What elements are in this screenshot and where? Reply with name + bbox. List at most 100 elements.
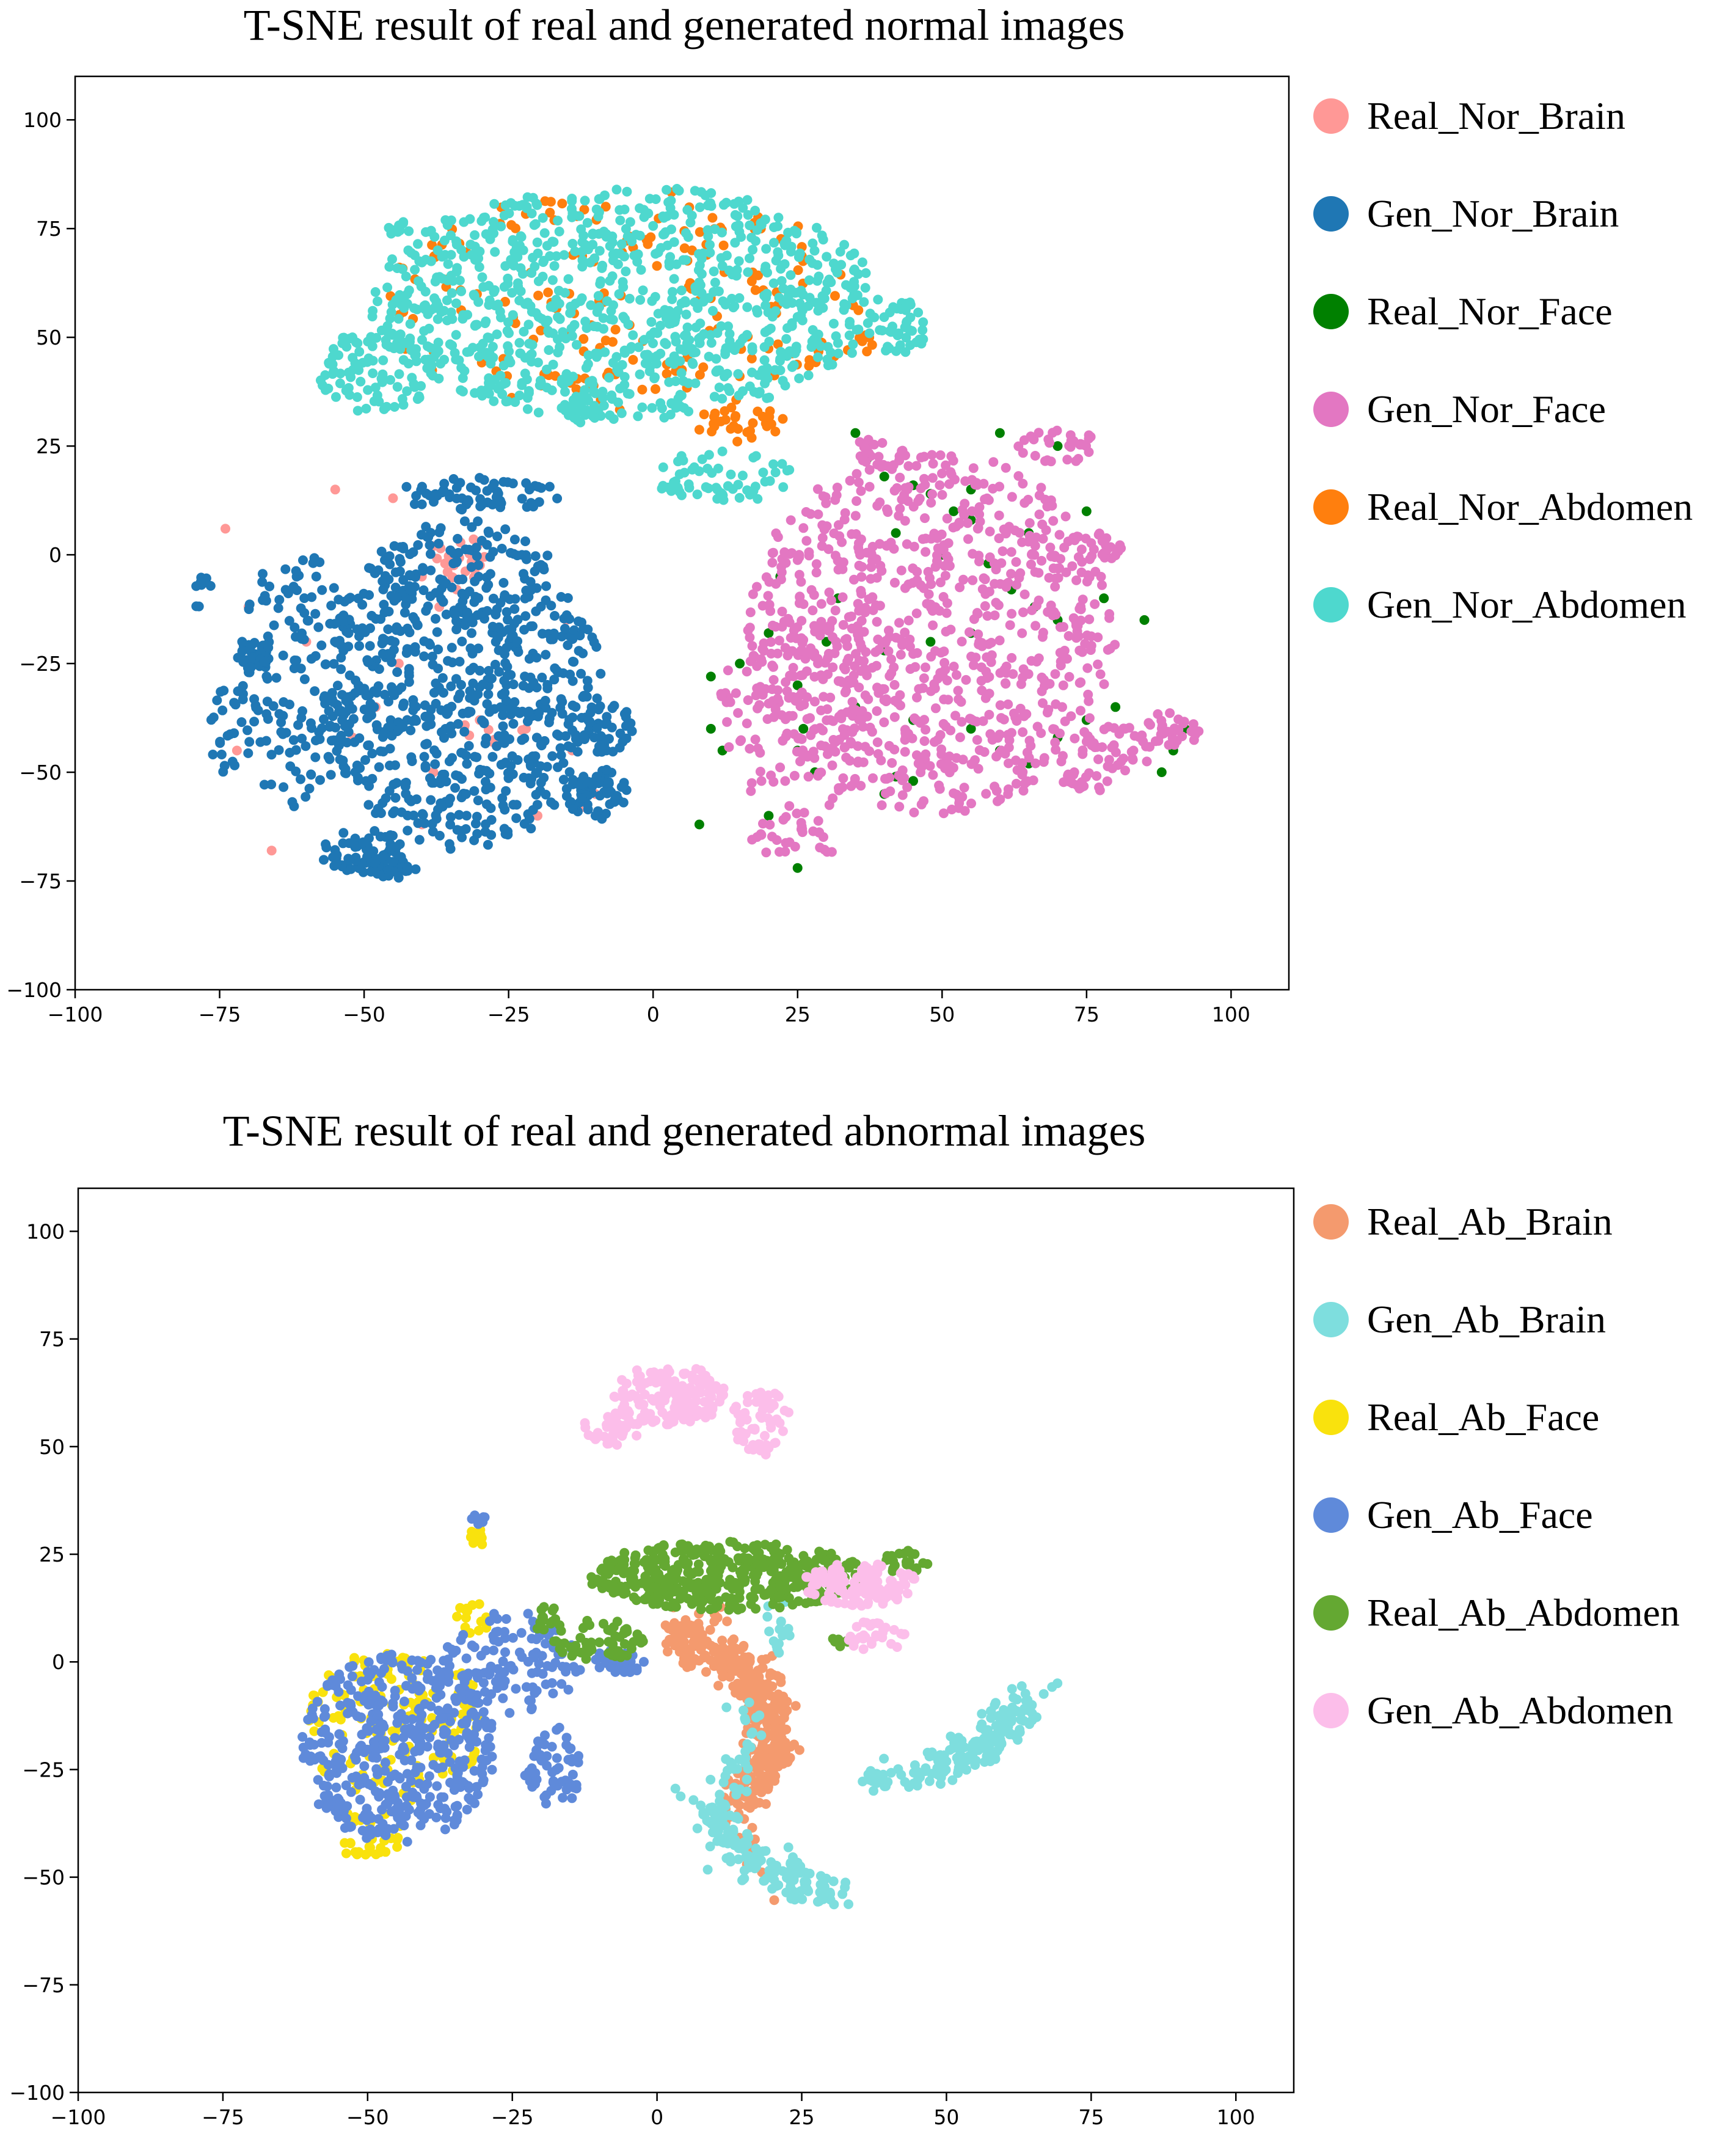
data-point bbox=[380, 1758, 390, 1768]
data-point bbox=[469, 662, 479, 673]
data-point bbox=[437, 727, 447, 737]
data-point bbox=[503, 317, 513, 327]
data-point bbox=[662, 368, 672, 379]
data-point bbox=[417, 335, 427, 345]
data-point bbox=[443, 259, 453, 269]
data-point bbox=[690, 378, 701, 389]
data-point bbox=[840, 687, 850, 698]
data-point bbox=[340, 768, 350, 778]
data-point bbox=[385, 375, 395, 385]
data-point bbox=[625, 217, 635, 227]
data-point bbox=[947, 1775, 958, 1785]
data-point bbox=[308, 558, 318, 568]
data-point bbox=[717, 1666, 727, 1676]
data-point bbox=[395, 554, 405, 564]
data-point bbox=[323, 384, 334, 393]
data-point bbox=[640, 350, 650, 360]
data-point bbox=[758, 467, 768, 478]
data-point bbox=[417, 481, 427, 492]
data-point bbox=[422, 363, 432, 373]
data-point bbox=[959, 783, 969, 793]
data-point bbox=[648, 338, 658, 348]
data-point bbox=[326, 692, 336, 703]
data-point bbox=[573, 616, 583, 626]
data-point bbox=[543, 326, 553, 336]
data-point bbox=[889, 712, 900, 722]
data-point bbox=[710, 277, 720, 288]
data-point bbox=[596, 668, 606, 679]
data-point bbox=[431, 613, 440, 624]
data-point bbox=[289, 801, 299, 811]
data-point bbox=[1092, 771, 1102, 781]
series-Gen_Ab_Face bbox=[297, 1510, 649, 1847]
data-point bbox=[520, 536, 530, 546]
data-point bbox=[758, 1681, 768, 1692]
data-point bbox=[770, 704, 781, 715]
data-point bbox=[481, 819, 491, 830]
data-point bbox=[481, 766, 492, 776]
data-point bbox=[692, 1823, 702, 1833]
data-point bbox=[933, 734, 943, 745]
data-point bbox=[699, 409, 709, 420]
data-point bbox=[545, 302, 556, 312]
data-point bbox=[999, 1718, 1010, 1728]
data-point bbox=[547, 751, 558, 761]
data-point bbox=[958, 755, 968, 765]
data-point bbox=[750, 205, 760, 216]
data-point bbox=[796, 633, 806, 643]
legend-marker bbox=[1313, 489, 1349, 525]
data-point bbox=[1018, 786, 1029, 796]
data-point bbox=[367, 610, 377, 621]
data-point bbox=[563, 719, 574, 729]
data-point bbox=[525, 778, 536, 789]
data-point bbox=[647, 403, 657, 413]
data-point bbox=[1082, 663, 1093, 673]
data-point bbox=[809, 246, 820, 256]
data-point bbox=[777, 459, 787, 469]
data-point bbox=[759, 646, 769, 656]
data-point bbox=[754, 1768, 765, 1778]
data-point bbox=[782, 1757, 793, 1767]
data-point bbox=[608, 255, 618, 266]
data-point bbox=[293, 720, 304, 730]
data-point bbox=[685, 217, 696, 228]
data-point bbox=[801, 1884, 812, 1893]
data-point bbox=[911, 461, 922, 471]
data-point bbox=[812, 222, 822, 233]
data-point bbox=[508, 800, 519, 810]
data-point bbox=[364, 781, 374, 791]
data-point bbox=[1003, 699, 1013, 709]
data-point bbox=[847, 727, 858, 737]
data-point bbox=[935, 450, 946, 461]
data-point bbox=[716, 253, 726, 263]
data-point bbox=[447, 582, 457, 593]
data-point bbox=[850, 773, 860, 784]
data-point bbox=[467, 628, 476, 638]
data-point bbox=[782, 651, 793, 660]
data-point bbox=[785, 670, 795, 681]
data-point bbox=[707, 1802, 718, 1813]
data-point bbox=[418, 585, 429, 596]
data-point bbox=[354, 346, 365, 357]
data-point bbox=[399, 698, 409, 709]
data-point bbox=[1030, 621, 1041, 631]
data-point bbox=[486, 381, 496, 391]
data-point bbox=[912, 648, 922, 658]
data-point bbox=[652, 261, 662, 271]
data-point bbox=[615, 215, 625, 225]
data-point bbox=[485, 569, 495, 579]
data-point bbox=[341, 696, 351, 706]
y-tick-label: 50 bbox=[36, 326, 62, 349]
data-point bbox=[1011, 755, 1021, 766]
data-point bbox=[849, 574, 859, 585]
data-point bbox=[503, 615, 512, 625]
data-point bbox=[739, 1865, 749, 1876]
data-point bbox=[570, 246, 580, 257]
data-point bbox=[680, 298, 691, 308]
data-point bbox=[883, 342, 892, 352]
data-point bbox=[382, 282, 393, 293]
data-point bbox=[576, 668, 586, 679]
data-point bbox=[760, 1799, 771, 1809]
data-point bbox=[1038, 1689, 1049, 1699]
data-point bbox=[809, 696, 820, 707]
